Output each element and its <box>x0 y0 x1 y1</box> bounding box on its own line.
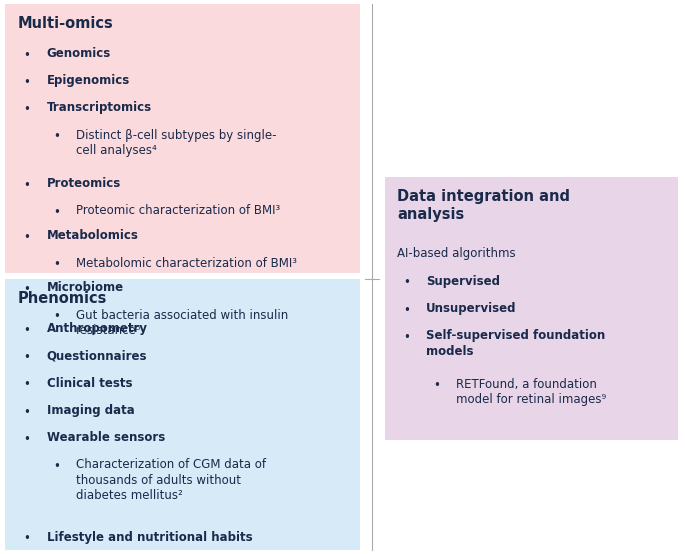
Text: Unsupervised: Unsupervised <box>426 302 516 315</box>
Text: Genomics: Genomics <box>47 47 111 60</box>
Text: •: • <box>403 331 410 343</box>
Text: Supervised: Supervised <box>426 275 500 288</box>
Text: Clinical tests: Clinical tests <box>47 377 132 389</box>
Text: Anthropometry: Anthropometry <box>47 322 147 335</box>
Text: AI-based algorithms: AI-based algorithms <box>397 247 516 260</box>
Text: •: • <box>23 433 30 445</box>
Text: Microbiome: Microbiome <box>47 281 124 294</box>
Text: Proteomic characterization of BMI³: Proteomic characterization of BMI³ <box>76 204 280 217</box>
Text: Proteomics: Proteomics <box>47 177 121 190</box>
Text: •: • <box>23 324 30 337</box>
Text: Metabolomics: Metabolomics <box>47 229 138 242</box>
Text: •: • <box>23 231 30 244</box>
FancyBboxPatch shape <box>5 4 360 273</box>
Text: Phenomics: Phenomics <box>18 291 107 306</box>
Text: •: • <box>23 76 30 89</box>
Text: Questionnaires: Questionnaires <box>47 350 147 362</box>
Text: Distinct β-cell subtypes by single-
cell analyses⁴: Distinct β-cell subtypes by single- cell… <box>76 129 277 157</box>
Text: •: • <box>23 283 30 296</box>
Text: •: • <box>23 351 30 364</box>
Text: •: • <box>433 379 440 392</box>
Text: Metabolomic characterization of BMI³: Metabolomic characterization of BMI³ <box>76 257 297 269</box>
Text: Multi-omics: Multi-omics <box>18 16 114 31</box>
Text: Data integration and
analysis: Data integration and analysis <box>397 189 571 222</box>
Text: Characterization of CGM data of
thousands of adults without
diabetes mellitus²: Characterization of CGM data of thousand… <box>76 458 266 502</box>
Text: •: • <box>53 130 60 143</box>
Text: Epigenomics: Epigenomics <box>47 74 130 87</box>
Text: •: • <box>53 460 60 473</box>
Text: •: • <box>53 206 60 219</box>
Text: •: • <box>23 406 30 418</box>
Text: •: • <box>403 276 410 289</box>
FancyBboxPatch shape <box>5 279 360 550</box>
Text: •: • <box>23 179 30 192</box>
Text: •: • <box>53 310 60 323</box>
Text: Lifestyle and nutritional habits: Lifestyle and nutritional habits <box>47 531 252 543</box>
Text: •: • <box>23 532 30 545</box>
Text: Transcriptomics: Transcriptomics <box>47 101 151 114</box>
Text: •: • <box>23 49 30 61</box>
Text: •: • <box>23 378 30 391</box>
Text: Wearable sensors: Wearable sensors <box>47 431 165 444</box>
Text: •: • <box>23 103 30 116</box>
Text: •: • <box>403 304 410 316</box>
Text: •: • <box>53 258 60 271</box>
FancyBboxPatch shape <box>385 177 678 440</box>
Text: RETFound, a foundation
model for retinal images⁹: RETFound, a foundation model for retinal… <box>456 378 606 406</box>
Text: Gut bacteria associated with insulin
resistance⁵: Gut bacteria associated with insulin res… <box>76 309 288 337</box>
Text: Self-supervised foundation
models: Self-supervised foundation models <box>426 329 606 357</box>
Text: Imaging data: Imaging data <box>47 404 134 417</box>
